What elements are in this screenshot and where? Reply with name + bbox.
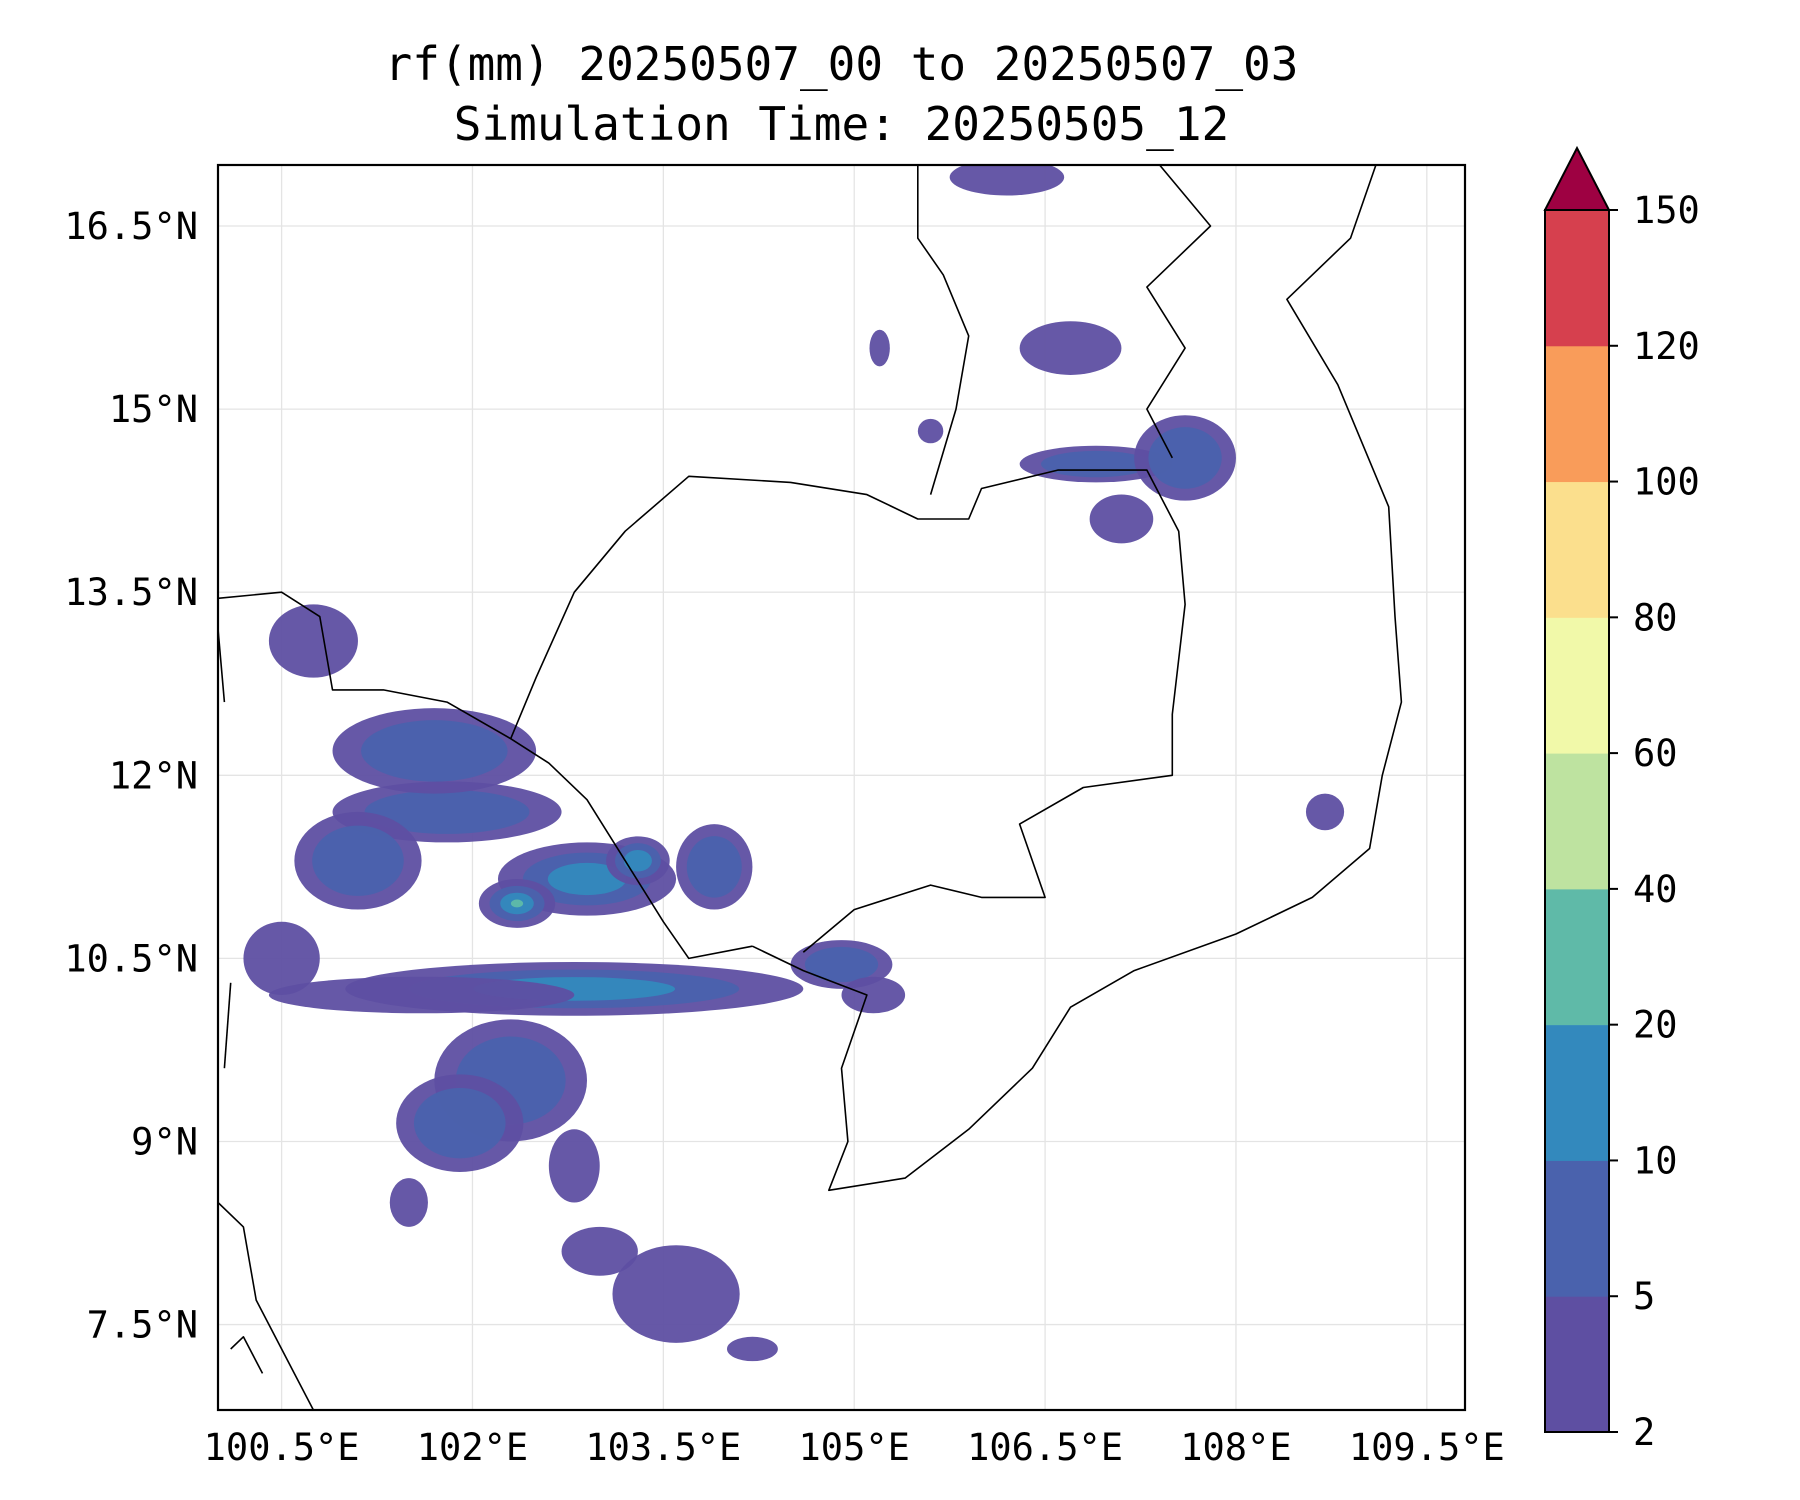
coastline [223,982,232,1069]
lat-tick-label: 16.5°N [64,205,198,248]
colorbar-segment [1545,1160,1609,1297]
graticule [218,165,1465,1410]
coastline [917,165,970,495]
rain-cell [510,899,524,908]
rain-cell [413,1088,506,1159]
colorbar-segment [1545,481,1609,618]
rain-cell [612,1245,740,1343]
colorbar-segment [1545,753,1609,890]
coastline [218,1201,315,1410]
coastline [509,469,1186,953]
rain-cell [268,976,575,1014]
colorbar-segment [1545,345,1609,483]
colorbar-level-label: 5 [1633,1275,1655,1318]
rain-cell [361,720,508,782]
colorbar-level-label: 80 [1633,596,1678,639]
rain-cell [1019,321,1122,375]
colorbar-segment [1545,1024,1609,1161]
coastline [1146,165,1212,459]
title-line-2: Simulation Time: 20250505_12 [453,97,1230,151]
lon-tick-label: 105°E [799,1426,910,1469]
lat-tick-label: 9°N [131,1120,198,1163]
colorbar-level-label: 120 [1633,325,1700,368]
colorbar-level-label: 20 [1633,1004,1678,1047]
rain-cell [268,604,358,678]
rain-cell [726,1336,778,1362]
colorbar-frame [1544,209,1610,1433]
rain-cell [389,1178,428,1227]
coastline [230,1336,264,1374]
colorbar-level-label: 60 [1633,732,1678,775]
rain-cell [841,976,906,1014]
colorbar-level-label: 2 [1633,1411,1655,1454]
coastlines-and-borders [218,165,1403,1410]
rain-cell [243,921,320,995]
rain-cell [686,836,742,898]
colorbar-segment [1545,617,1609,754]
lon-tick-label: 102°E [417,1426,528,1469]
colorbar-extend-arrow [1543,145,1611,211]
colorbar-level-label: 10 [1633,1139,1678,1182]
lon-tick-label: 106.5°E [967,1426,1123,1469]
coastline [752,165,1403,1192]
rain-cell [804,946,879,983]
lat-tick-label: 12°N [109,754,198,797]
rain-cell [1089,494,1154,544]
colorbar-segment [1545,888,1609,1026]
lon-tick-label: 103.5°E [585,1426,741,1469]
title-line-1: rf(mm) 20250507_00 to 20250507_03 [384,37,1299,91]
rain-cell [547,862,627,896]
colorbar-segment [1545,1296,1609,1433]
rain-cell [869,329,890,367]
colorbar: 2 5 10 20 40 60 80 100 120 150 [1543,145,1700,1454]
longitude-ticks: 100.5°E 102°E 103.5°E 105°E 106.5°E 108°E 109.… [204,1426,1505,1469]
lat-tick-label: 13.5°N [64,571,198,614]
rain-cell [623,849,652,872]
colorbar-level-label: 150 [1633,189,1700,232]
rain-cell [917,418,944,444]
rain-cell [561,1226,638,1276]
colorbar-segment [1545,210,1609,347]
rain-cell [949,165,1065,196]
rain-cell [548,1129,600,1203]
rain-cell [364,789,530,834]
colorbar-level-label: 40 [1633,868,1678,911]
lat-tick-label: 7.5°N [87,1304,198,1347]
chart-title: rf(mm) 20250507_00 to 20250507_03 Simula… [218,34,1465,154]
map-frame [216,163,1467,1412]
rain-cell [1305,793,1345,831]
lon-tick-label: 100.5°E [204,1426,360,1469]
latitude-ticks: 16.5°N 15°N 13.5°N 12°N 10.5°N 9°N 7.5°N [64,205,198,1347]
rain-cell [312,825,404,896]
lat-tick-label: 10.5°N [64,937,198,980]
lon-tick-label: 108°E [1180,1426,1291,1469]
rain-cell [1148,427,1222,489]
lat-tick-label: 15°N [109,388,198,431]
lon-tick-label: 109.5°E [1349,1426,1505,1469]
colorbar-level-label: 100 [1633,461,1700,504]
rainfall-field [243,165,1345,1362]
